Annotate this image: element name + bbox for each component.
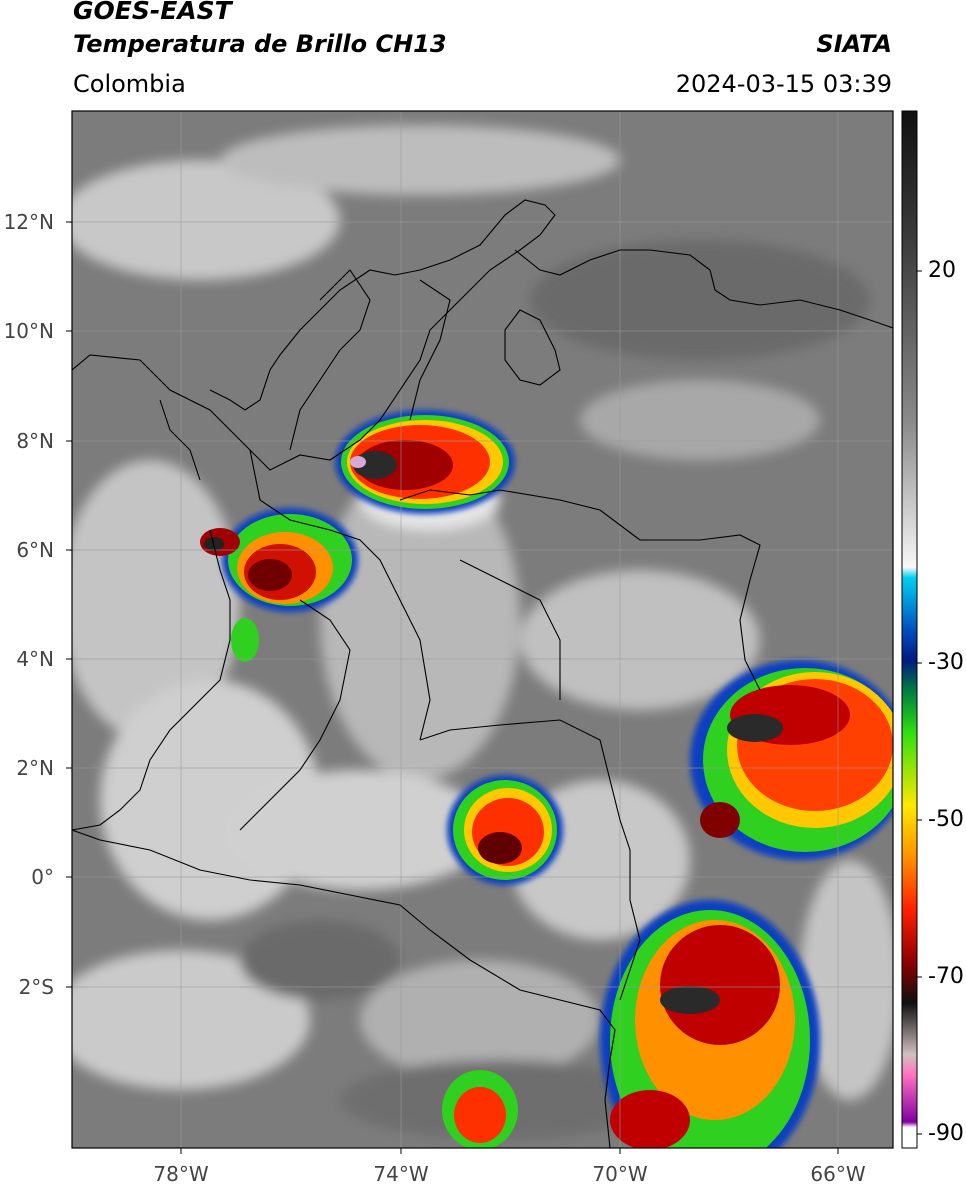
lat-label: 8°N xyxy=(16,429,54,453)
satellite-imagery xyxy=(72,111,893,1148)
product-title: Temperatura de Brillo CH13 xyxy=(73,30,447,58)
graticule xyxy=(72,111,893,1148)
storm-cell-santander xyxy=(335,410,515,514)
lat-label: 2°N xyxy=(16,756,54,780)
lat-label: 10°N xyxy=(3,319,54,343)
lon-label: 78°W xyxy=(153,1162,209,1186)
map-frame xyxy=(71,110,894,1149)
lat-label: 0° xyxy=(31,865,54,889)
lat-label: 6°N xyxy=(16,538,54,562)
lat-label: 12°N xyxy=(3,210,54,234)
lat-label: 2°S xyxy=(18,975,54,999)
lon-label: 66°W xyxy=(810,1162,866,1186)
colorbar-tick-label: 20 xyxy=(928,258,956,283)
colorbar-tick-label: -70 xyxy=(928,964,964,989)
timestamp: 2024-03-15 03:39 xyxy=(675,70,892,98)
colorbar xyxy=(901,110,918,1149)
storm-cell-guaviare xyxy=(447,775,563,885)
colorbar-tick-label: -30 xyxy=(928,650,964,675)
region-label: Colombia xyxy=(73,70,186,98)
colorbar-tick-label: -50 xyxy=(928,807,964,832)
satellite-name: GOES-EAST xyxy=(73,0,232,25)
lon-label: 70°W xyxy=(592,1162,648,1186)
lat-label: 4°N xyxy=(16,647,54,671)
storm-cell-amazonas xyxy=(442,900,820,1148)
colorbar-tick-label: -90 xyxy=(928,1121,964,1146)
lon-label: 74°W xyxy=(373,1162,429,1186)
agency-label: SIATA xyxy=(816,30,892,58)
storm-cell-venezuela xyxy=(690,660,893,860)
political-boundaries xyxy=(72,199,893,1148)
